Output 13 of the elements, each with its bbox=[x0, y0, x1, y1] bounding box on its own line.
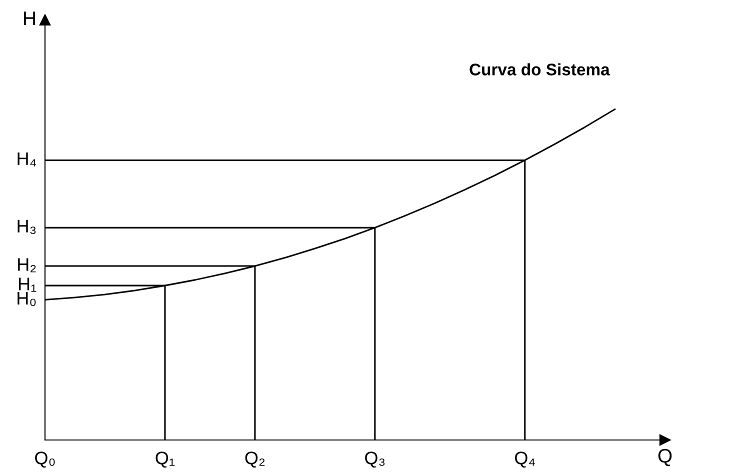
x-tick-label: Q₁ bbox=[156, 452, 175, 468]
annotation: H₂ bbox=[18, 258, 36, 272]
text: Curva do Sistema bbox=[470, 63, 610, 76]
annotation: H₄ bbox=[18, 152, 36, 166]
y-axis-title: H bbox=[24, 12, 35, 26]
annotation: H₁ bbox=[19, 278, 36, 292]
x-tick-label: Q₄ bbox=[515, 452, 535, 468]
x-tick-label: Q₀ bbox=[35, 452, 55, 468]
x-axis-title: Q bbox=[658, 448, 672, 466]
annotation: H₃ bbox=[18, 220, 36, 234]
annotation: H₀ bbox=[18, 292, 36, 306]
x-tick-label: Q₃ bbox=[365, 452, 385, 468]
x-tick-label: Q₂ bbox=[245, 452, 265, 468]
